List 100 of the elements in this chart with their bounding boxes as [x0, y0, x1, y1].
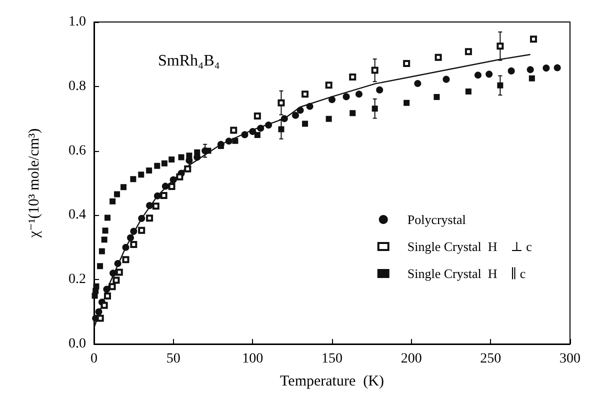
- point: [257, 124, 264, 132]
- point: [114, 260, 122, 267]
- point: [302, 120, 308, 127]
- point: [138, 226, 146, 234]
- point: [465, 88, 472, 95]
- point: [434, 94, 440, 100]
- point: [161, 160, 168, 166]
- point: [350, 110, 356, 116]
- point: [404, 100, 410, 106]
- point: [355, 90, 362, 98]
- x-tick-label: 0: [90, 352, 98, 366]
- legend-label: Single Crystal H⃗ ⊥ c⃗: [407, 239, 542, 254]
- point: [302, 90, 309, 98]
- point: [232, 138, 238, 144]
- point: [98, 248, 105, 254]
- point: [120, 184, 127, 190]
- point: [108, 283, 116, 290]
- point: [254, 112, 261, 120]
- point: [342, 93, 350, 100]
- point: [542, 64, 550, 72]
- x-tick-label: 150: [322, 352, 342, 366]
- x-tick-label: 250: [480, 352, 502, 366]
- point: [97, 263, 104, 270]
- point: [146, 202, 154, 210]
- point: [152, 202, 160, 210]
- point: [496, 42, 504, 50]
- point: [116, 268, 123, 276]
- point: [160, 192, 168, 200]
- x-tick-label: 100: [242, 352, 264, 366]
- y-tick-label: 0.6: [68, 143, 86, 158]
- point: [325, 82, 332, 89]
- point: [112, 276, 120, 284]
- point: [278, 99, 285, 106]
- point: [162, 182, 169, 190]
- point: [326, 116, 332, 122]
- x-axis-title: Temperature (K): [280, 374, 384, 390]
- point: [230, 126, 238, 134]
- point: [249, 128, 256, 135]
- point: [138, 172, 144, 178]
- point: [328, 96, 336, 104]
- point: [528, 75, 535, 82]
- y-tick-label: 1.0: [68, 14, 86, 30]
- point: [104, 292, 111, 300]
- y-tick-label: 0.2: [68, 272, 86, 288]
- point: [168, 156, 175, 162]
- point: [434, 54, 442, 61]
- point: [110, 270, 117, 277]
- point: [376, 86, 384, 94]
- point: [146, 167, 152, 174]
- point: [442, 76, 450, 83]
- point: [403, 60, 410, 68]
- point: [130, 228, 138, 235]
- point: [114, 191, 120, 198]
- point: [530, 36, 538, 43]
- point: [110, 198, 116, 204]
- point: [178, 154, 184, 160]
- x-tick-label: 50: [166, 352, 180, 366]
- y-tick-label: 0.4: [68, 208, 86, 223]
- point: [554, 64, 561, 72]
- point: [130, 241, 138, 248]
- y-axis-title: χ⁻¹(10³ mole/cm³): [26, 128, 42, 239]
- point: [296, 106, 304, 114]
- point: [101, 236, 108, 243]
- point: [93, 283, 100, 290]
- point: [265, 122, 272, 129]
- point: [306, 102, 314, 110]
- y-tick-label: 0.8: [68, 78, 86, 94]
- x-tick-label: 300: [560, 352, 580, 366]
- annotation: SmRh₄B₄: [158, 52, 220, 70]
- point: [508, 67, 515, 74]
- point: [104, 214, 110, 221]
- point: [170, 176, 177, 184]
- point: [122, 256, 130, 264]
- point: [241, 131, 248, 138]
- point: [486, 70, 493, 78]
- point: [130, 176, 136, 182]
- legend-label: Polycrystal: [407, 212, 466, 227]
- point: [168, 183, 176, 190]
- point: [194, 149, 200, 156]
- point: [176, 173, 184, 180]
- point: [122, 244, 130, 251]
- point: [100, 302, 108, 309]
- point: [102, 228, 108, 234]
- point: [464, 48, 472, 56]
- point: [414, 80, 422, 87]
- point: [474, 72, 482, 79]
- point: [95, 308, 102, 316]
- point: [154, 192, 161, 200]
- y-tick-label: 0.0: [68, 336, 86, 352]
- point: [349, 74, 356, 81]
- point: [526, 66, 534, 74]
- point: [96, 314, 104, 322]
- point: [292, 112, 300, 119]
- point: [127, 234, 134, 242]
- point: [225, 138, 232, 145]
- point: [254, 132, 260, 138]
- point: [371, 66, 378, 74]
- point: [154, 162, 160, 169]
- legend-label: Single Crystal H⃗ ∥ c⃗: [407, 266, 536, 281]
- point: [146, 214, 154, 222]
